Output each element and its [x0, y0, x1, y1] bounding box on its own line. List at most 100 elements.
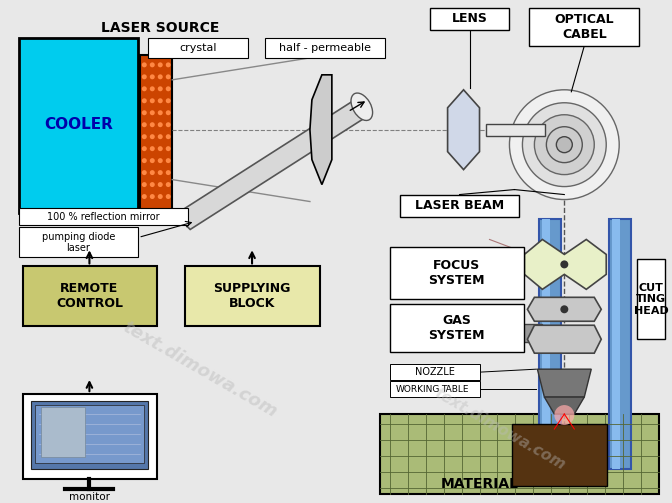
Bar: [265, 38, 385, 58]
Circle shape: [142, 98, 146, 103]
Circle shape: [150, 122, 155, 127]
Text: text.dimowa.com: text.dimowa.com: [431, 385, 568, 473]
Bar: [390, 304, 524, 352]
Circle shape: [142, 122, 146, 127]
Text: pumping diode
laser: pumping diode laser: [42, 232, 115, 253]
Text: half - permeable: half - permeable: [279, 43, 371, 53]
Circle shape: [166, 158, 171, 163]
Bar: [40, 407, 85, 457]
Circle shape: [150, 158, 155, 163]
Text: TABLE: TABLE: [441, 385, 468, 394]
Circle shape: [150, 134, 155, 139]
Polygon shape: [310, 75, 332, 185]
Circle shape: [554, 405, 575, 425]
Circle shape: [150, 62, 155, 67]
Circle shape: [166, 146, 171, 151]
Bar: [540, 219, 561, 469]
Bar: [390, 247, 524, 299]
Text: crystal: crystal: [179, 43, 217, 53]
Circle shape: [142, 194, 146, 199]
Bar: [530, 8, 639, 46]
Text: text.dimowa.com: text.dimowa.com: [120, 317, 281, 421]
Bar: [390, 381, 480, 397]
Circle shape: [142, 170, 146, 175]
Text: CUT
TING
HEAD: CUT TING HEAD: [634, 283, 669, 316]
Circle shape: [150, 146, 155, 151]
Text: LASER SOURCE: LASER SOURCE: [101, 21, 220, 35]
Circle shape: [150, 182, 155, 187]
Circle shape: [158, 194, 163, 199]
Circle shape: [166, 182, 171, 187]
Circle shape: [142, 134, 146, 139]
Bar: [19, 38, 138, 212]
Bar: [637, 260, 665, 339]
Text: REMOTE
CONTROL: REMOTE CONTROL: [56, 282, 123, 310]
Bar: [513, 424, 607, 486]
Bar: [612, 219, 620, 469]
Polygon shape: [538, 369, 591, 397]
Bar: [149, 38, 248, 58]
Bar: [11, 15, 400, 246]
Bar: [390, 364, 480, 380]
Text: OPTICAL
CABEL: OPTICAL CABEL: [554, 13, 614, 41]
Bar: [23, 394, 157, 479]
Circle shape: [556, 137, 573, 152]
Circle shape: [158, 182, 163, 187]
Circle shape: [158, 74, 163, 79]
Bar: [140, 55, 172, 210]
Bar: [380, 414, 659, 494]
Circle shape: [142, 110, 146, 115]
Text: GAS
SYSTEM: GAS SYSTEM: [428, 314, 485, 342]
Text: NOZZLE: NOZZLE: [415, 367, 454, 377]
Circle shape: [166, 134, 171, 139]
Circle shape: [142, 74, 146, 79]
Text: LASER BEAM: LASER BEAM: [415, 199, 504, 212]
Circle shape: [166, 87, 171, 91]
Circle shape: [158, 62, 163, 67]
Circle shape: [158, 146, 163, 151]
Circle shape: [150, 87, 155, 91]
Circle shape: [546, 127, 582, 162]
Circle shape: [166, 170, 171, 175]
Circle shape: [166, 74, 171, 79]
Circle shape: [166, 62, 171, 67]
Circle shape: [150, 74, 155, 79]
Bar: [394, 324, 542, 342]
Bar: [23, 267, 157, 326]
Bar: [30, 401, 149, 469]
Bar: [19, 208, 188, 225]
Circle shape: [166, 194, 171, 199]
Bar: [34, 405, 144, 463]
Circle shape: [560, 261, 569, 269]
Circle shape: [142, 62, 146, 67]
Polygon shape: [448, 90, 480, 170]
Polygon shape: [175, 100, 370, 229]
Circle shape: [150, 194, 155, 199]
Bar: [429, 8, 509, 30]
Bar: [610, 219, 631, 469]
Text: SUPPLYING
BLOCK: SUPPLYING BLOCK: [213, 282, 291, 310]
Polygon shape: [544, 397, 584, 414]
Circle shape: [158, 170, 163, 175]
Circle shape: [142, 158, 146, 163]
Circle shape: [158, 122, 163, 127]
Bar: [400, 195, 519, 216]
Text: MATERIAL: MATERIAL: [441, 477, 519, 491]
Polygon shape: [524, 239, 606, 289]
Bar: [19, 227, 138, 258]
Circle shape: [522, 103, 606, 187]
Circle shape: [166, 98, 171, 103]
Circle shape: [158, 98, 163, 103]
Circle shape: [158, 134, 163, 139]
Text: LENS: LENS: [452, 13, 487, 26]
Text: FOCUS
SYSTEM: FOCUS SYSTEM: [428, 260, 485, 287]
Circle shape: [142, 182, 146, 187]
Circle shape: [158, 110, 163, 115]
Circle shape: [150, 98, 155, 103]
Circle shape: [158, 87, 163, 91]
Text: WORKING: WORKING: [396, 385, 440, 394]
Bar: [485, 124, 546, 136]
Circle shape: [142, 87, 146, 91]
Circle shape: [150, 170, 155, 175]
Circle shape: [150, 110, 155, 115]
